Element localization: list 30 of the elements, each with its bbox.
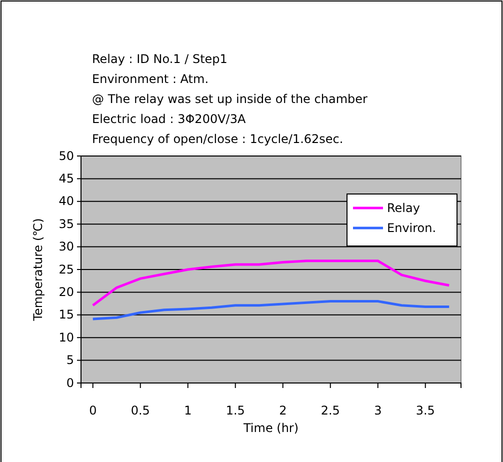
y-tick-label: 20: [58, 285, 74, 300]
y-tick-label: 30: [58, 240, 74, 254]
x-tick-label: 0.5: [130, 404, 150, 418]
legend-label: Relay: [387, 201, 420, 215]
y-tick-label: 50: [58, 148, 74, 163]
x-tick-label: 2.5: [320, 404, 340, 418]
text: Relay : ID No.1 / Step1: [92, 52, 228, 66]
y-tick-label: 5: [66, 353, 74, 368]
y-axis-title: Temperature (℃): [31, 218, 45, 322]
y-tick-label: 25: [58, 262, 74, 276]
text: Electric load : 3Φ200V/3A: [92, 112, 246, 126]
x-tick-label: 3.5: [416, 404, 435, 418]
text: @ The relay was set up inside of the chamber: [92, 92, 368, 106]
line-series: [92, 260, 450, 307]
legend-label: Environ.: [387, 221, 436, 235]
x-tick-label: 1: [184, 404, 192, 418]
x-tick-label: 0: [89, 404, 97, 418]
x-tick-label: 2: [279, 404, 287, 418]
y-tick-label: 45: [58, 172, 74, 186]
text: Frequency of open/close : 1cycle/1.62sec.: [92, 132, 344, 146]
x-tick-label: 3: [374, 404, 382, 418]
text: Environment : Atm.: [92, 72, 209, 86]
x-axis-title: Time (hr): [242, 421, 299, 435]
line-series: [92, 300, 450, 320]
y-tick-label: 40: [58, 194, 74, 208]
y-tick-label: 0: [66, 376, 74, 390]
y-tick-label: 15: [58, 308, 74, 322]
y-tick-label: 10: [58, 330, 74, 344]
x-tick-label: 1.5: [226, 404, 245, 418]
y-tick-label: 35: [58, 216, 74, 231]
